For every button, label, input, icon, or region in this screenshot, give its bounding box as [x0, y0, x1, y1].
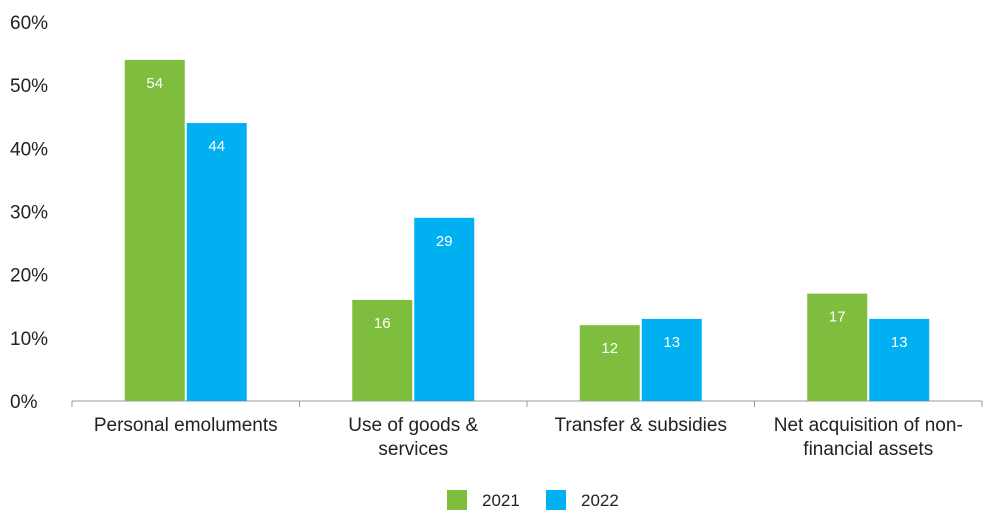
- y-tick-label: 40%: [10, 139, 48, 160]
- y-tick-label: 20%: [10, 266, 48, 287]
- y-tick-label: 60%: [10, 13, 48, 34]
- y-tick-label: 50%: [10, 76, 48, 97]
- y-tick-label: 0%: [10, 392, 38, 413]
- bar-2021-0: [124, 59, 185, 402]
- bars: [124, 59, 930, 402]
- legend-label: 2022: [581, 491, 619, 510]
- category-label: Personal emoluments: [94, 415, 278, 436]
- category-label: Use of goods & services: [348, 415, 478, 460]
- y-axis: 0% 10% 20% 30% 40% 50% 60%: [10, 13, 48, 413]
- category-label: Transfer & subsidies: [555, 415, 727, 436]
- bar-2022-2: [641, 318, 702, 401]
- data-label: 13: [663, 334, 680, 351]
- legend: 2021 2022: [447, 490, 619, 510]
- data-label: 13: [891, 334, 908, 351]
- data-label: 29: [436, 233, 453, 250]
- data-label: 44: [208, 138, 225, 155]
- bar-2021-1: [352, 299, 413, 401]
- legend-swatch: [546, 490, 566, 510]
- category-label-line: financial assets: [803, 439, 933, 460]
- x-axis: Personal emoluments Use of goods & service…: [71, 400, 983, 460]
- category-label-line: Use of goods &: [348, 415, 478, 436]
- category-label-line: Personal emoluments: [94, 415, 278, 436]
- bar-2022-0: [186, 123, 247, 402]
- legend-swatch: [447, 490, 467, 510]
- bar-2022-1: [414, 217, 475, 401]
- data-label: 16: [374, 315, 391, 332]
- data-labels: 54 16 12 17 44 29 13 13: [146, 75, 907, 357]
- bar-2022-3: [869, 318, 930, 401]
- data-label: 54: [146, 75, 163, 92]
- bar-2021-3: [807, 293, 868, 401]
- category-label: Net acquisition of non-financial assets: [774, 415, 963, 460]
- y-tick-label: 30%: [10, 203, 48, 224]
- category-label-line: services: [378, 439, 448, 460]
- legend-label: 2021: [482, 491, 520, 510]
- bar-2021-2: [579, 325, 640, 401]
- data-label: 12: [601, 340, 618, 357]
- category-label-line: Net acquisition of non-: [774, 415, 963, 436]
- y-tick-label: 10%: [10, 329, 48, 350]
- data-label: 17: [829, 309, 846, 326]
- category-label-line: Transfer & subsidies: [555, 415, 727, 436]
